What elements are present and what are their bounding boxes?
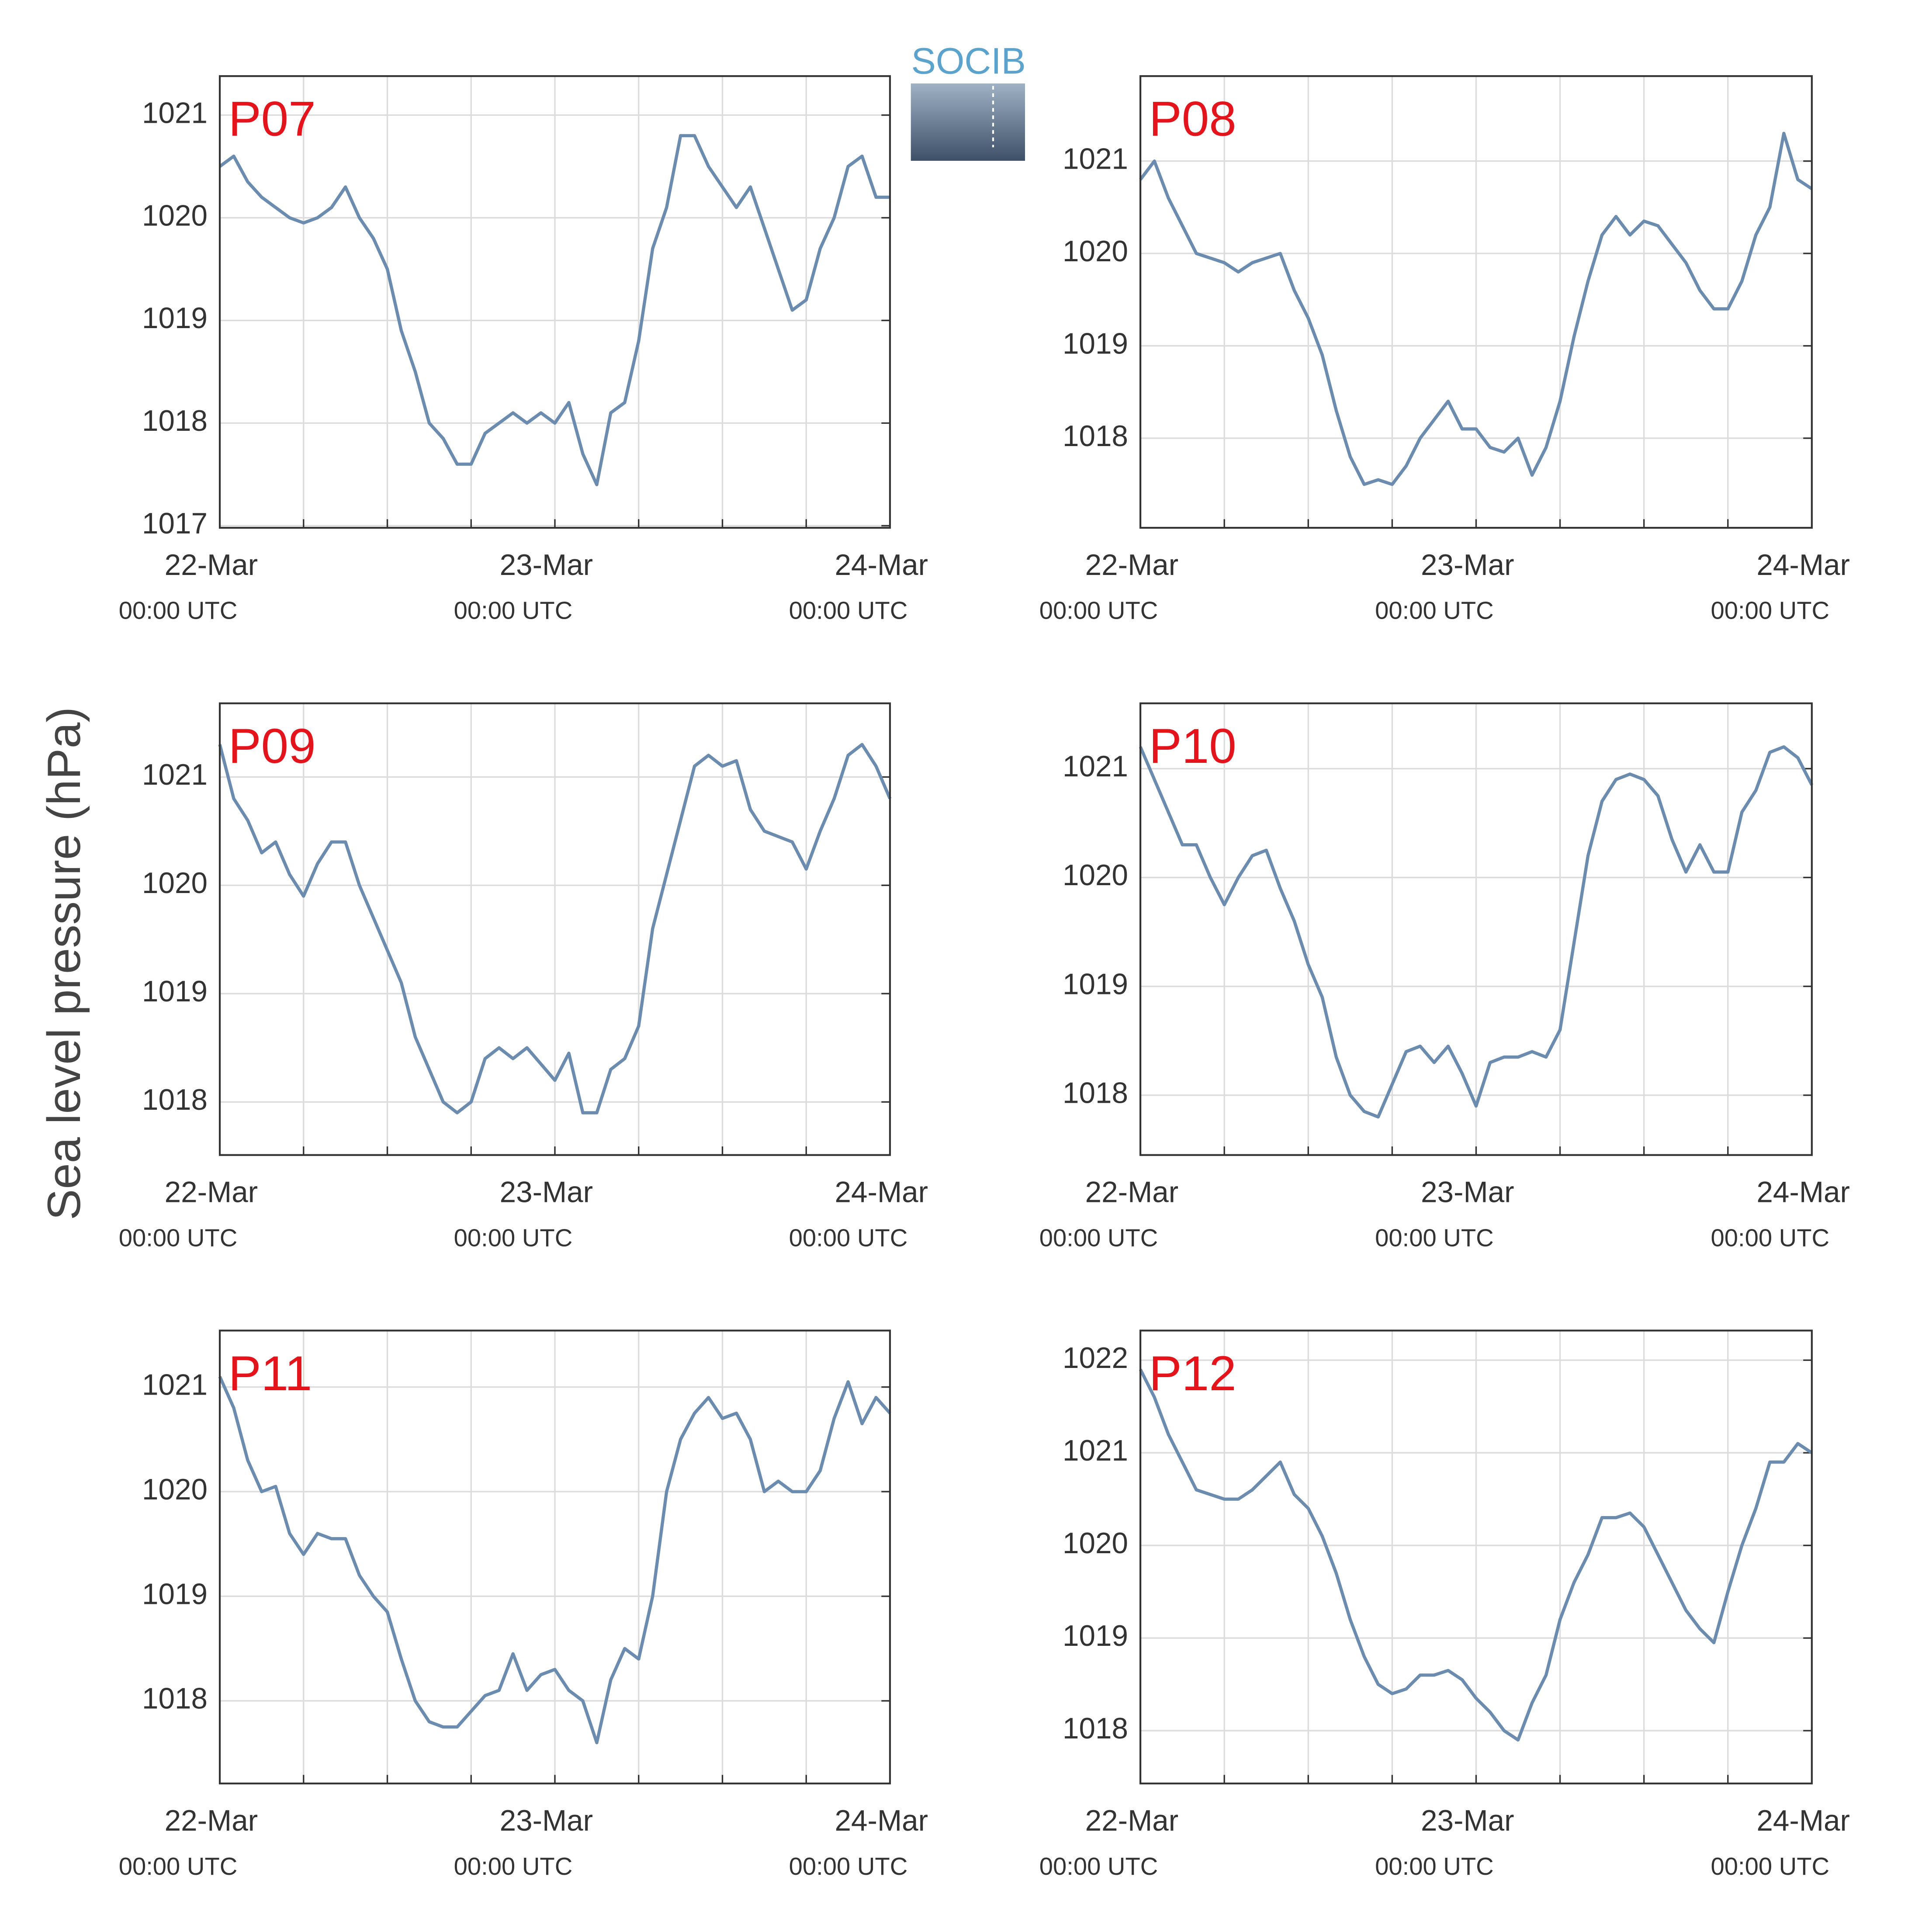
plot-frame (1139, 75, 1813, 529)
x-tick-sublabel: 00:00 UTC (454, 1852, 573, 1880)
y-tick-label: 1018 (142, 1683, 208, 1715)
plot-frame (1139, 1330, 1813, 1785)
x-tick-label: 23-Mar (1421, 1804, 1514, 1837)
y-tick-label: 1017 (142, 507, 208, 540)
data-line (1139, 132, 1813, 486)
x-tick-sublabel: 00:00 UTC (1375, 597, 1494, 624)
panel-title: P11 (229, 1346, 312, 1401)
y-tick-label: 1018 (1063, 1077, 1128, 1109)
x-tick-label: 23-Mar (1421, 549, 1514, 582)
logo-image (911, 83, 1025, 161)
panel-title: P10 (1149, 718, 1236, 773)
x-tick-label: 22-Mar (165, 1176, 258, 1208)
y-tick-label: 1021 (1063, 750, 1128, 783)
y-tick-label: 1022 (1063, 1342, 1128, 1375)
x-tick-label: 24-Mar (1756, 1176, 1850, 1208)
subplot: 1018 1019 1020 1021 22-Mar 00:00 UTC 23-Mar 00:… (1039, 702, 1850, 1251)
x-tick-label: 22-Mar (1085, 1804, 1179, 1837)
y-tick-label: 1020 (1063, 235, 1128, 268)
x-tick-sublabel: 00:00 UTC (1711, 597, 1830, 624)
y-tick-label: 1019 (142, 1578, 208, 1610)
subplot: 1018 1019 1020 1021 22-Mar 00:00 UTC 23-Mar 00:… (1039, 75, 1850, 624)
x-tick-label: 24-Mar (835, 1804, 928, 1837)
plot-frame (218, 75, 891, 529)
y-tick-label: 1020 (142, 1473, 208, 1506)
plot-frame (218, 702, 891, 1156)
y-tick-label: 1019 (142, 975, 208, 1008)
x-tick-label: 22-Mar (165, 1804, 258, 1837)
x-tick-label: 22-Mar (1085, 1176, 1179, 1208)
y-tick-label: 1019 (1063, 1620, 1128, 1652)
x-tick-sublabel: 00:00 UTC (1711, 1224, 1830, 1251)
y-tick-label: 1018 (1063, 420, 1128, 453)
x-tick-label: 24-Mar (1756, 549, 1850, 582)
y-tick-label: 1020 (1063, 1527, 1128, 1560)
plot-frame (218, 1330, 891, 1785)
x-tick-label: 24-Mar (835, 549, 928, 582)
y-tick-label: 1020 (142, 867, 208, 900)
y-tick-label: 1021 (142, 97, 208, 129)
x-tick-label: 23-Mar (500, 1176, 593, 1208)
y-tick-label: 1019 (142, 302, 208, 335)
x-tick-sublabel: 00:00 UTC (1039, 597, 1158, 624)
data-line (218, 743, 892, 1115)
logo: SOCIB (911, 40, 1026, 161)
x-tick-label: 22-Mar (1085, 549, 1179, 582)
x-tick-sublabel: 00:00 UTC (1711, 1852, 1830, 1880)
y-tick-label: 1018 (1063, 1712, 1128, 1745)
panel-title: P07 (229, 91, 316, 146)
x-tick-sublabel: 00:00 UTC (454, 597, 573, 624)
subplot: 1018 1019 1020 1021 1022 22-Mar 00:00 UTC 23-Ma… (1039, 1330, 1850, 1880)
y-tick-label: 1020 (142, 199, 208, 232)
x-tick-label: 24-Mar (835, 1176, 928, 1208)
x-tick-label: 23-Mar (500, 1804, 593, 1837)
data-line (1139, 745, 1814, 1119)
y-tick-label: 1019 (1063, 327, 1128, 360)
panel-title: P12 (1149, 1346, 1236, 1401)
x-tick-label: 23-Mar (1421, 1176, 1514, 1208)
x-tick-sublabel: 00:00 UTC (119, 1852, 238, 1880)
x-tick-sublabel: 00:00 UTC (789, 597, 908, 624)
y-tick-label: 1021 (1063, 1434, 1128, 1467)
x-tick-sublabel: 00:00 UTC (454, 1224, 573, 1251)
plot-frame (1139, 702, 1813, 1156)
x-tick-label: 22-Mar (165, 549, 258, 582)
y-tick-label: 1018 (142, 405, 208, 437)
y-tick-label: 1021 (1063, 143, 1128, 176)
y-tick-label: 1018 (142, 1084, 208, 1116)
panel-title: P08 (1149, 91, 1236, 146)
x-tick-sublabel: 00:00 UTC (789, 1224, 908, 1251)
x-tick-sublabel: 00:00 UTC (789, 1852, 908, 1880)
data-line (218, 134, 890, 487)
y-tick-label: 1019 (1063, 968, 1128, 1001)
x-tick-label: 24-Mar (1756, 1804, 1850, 1837)
x-tick-sublabel: 00:00 UTC (119, 1224, 238, 1251)
y-tick-label: 1020 (1063, 859, 1128, 892)
panel-title: P09 (229, 718, 316, 773)
y-tick-label: 1021 (142, 758, 208, 791)
y-axis-label: Sea level pressure (hPa) (38, 707, 90, 1220)
data-line (1139, 1368, 1813, 1742)
subplot: 1017 1018 1019 1020 1021 22-Mar 00:00 UTC 23-Ma… (119, 75, 928, 624)
subplot: 1018 1019 1020 1021 22-Mar 00:00 UTC 23-Mar 00:… (119, 702, 928, 1251)
x-tick-label: 23-Mar (500, 549, 593, 582)
data-line (218, 1376, 891, 1745)
x-tick-sublabel: 00:00 UTC (1375, 1224, 1494, 1251)
x-tick-sublabel: 00:00 UTC (1039, 1852, 1158, 1880)
subplot: 1018 1019 1020 1021 22-Mar 00:00 UTC 23-Mar 00:… (119, 1330, 928, 1880)
x-tick-sublabel: 00:00 UTC (1375, 1852, 1494, 1880)
logo-text: SOCIB (911, 40, 1026, 81)
x-tick-sublabel: 00:00 UTC (1039, 1224, 1158, 1251)
x-tick-sublabel: 00:00 UTC (119, 597, 238, 624)
y-tick-label: 1021 (142, 1368, 208, 1401)
